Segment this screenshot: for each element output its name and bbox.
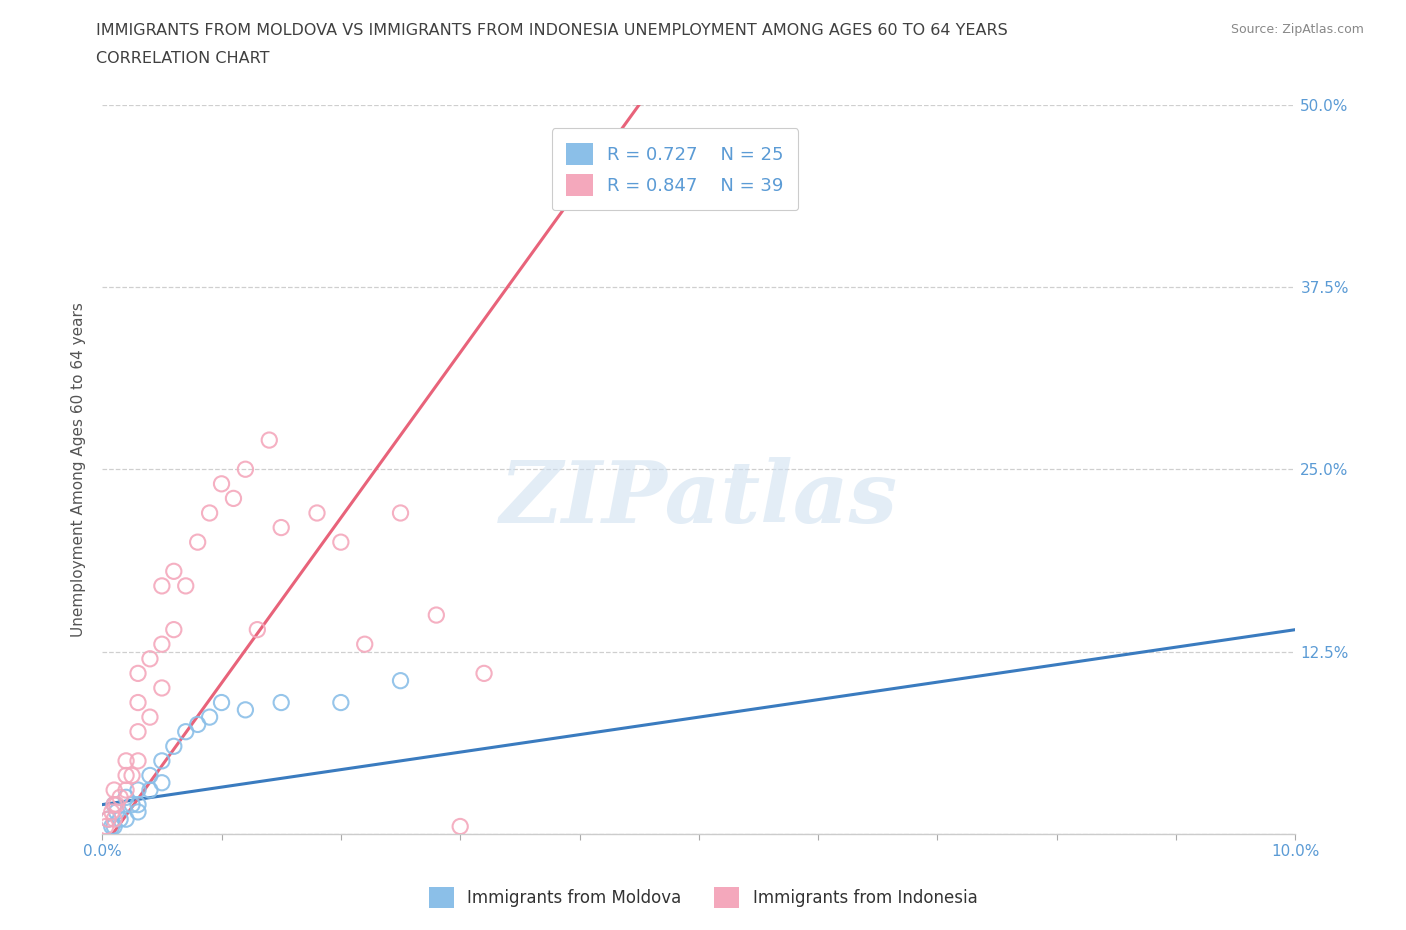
Point: [115, 812, 138, 827]
Point: [127, 695, 149, 710]
Point: [121, 768, 143, 783]
Point: [103, 797, 125, 812]
Point: [127, 804, 149, 819]
Point: [115, 783, 138, 798]
Point: [103, 783, 125, 798]
Point: [270, 520, 292, 535]
Point: [246, 622, 269, 637]
Legend: Immigrants from Moldova, Immigrants from Indonesia: Immigrants from Moldova, Immigrants from…: [422, 881, 984, 914]
Point: [97, 812, 120, 827]
Point: [139, 768, 162, 783]
Point: [329, 535, 352, 550]
Point: [97, 812, 120, 827]
Point: [108, 790, 131, 804]
Point: [127, 783, 149, 798]
Point: [103, 812, 125, 827]
Point: [259, 432, 281, 447]
Point: [305, 506, 328, 521]
Text: IMMIGRANTS FROM MOLDOVA VS IMMIGRANTS FROM INDONESIA UNEMPLOYMENT AMONG AGES 60 : IMMIGRANTS FROM MOLDOVA VS IMMIGRANTS FR…: [96, 23, 1007, 38]
Point: [222, 491, 245, 506]
Point: [127, 797, 149, 812]
Point: [121, 797, 143, 812]
Point: [211, 695, 233, 710]
Text: ZIPatlas: ZIPatlas: [499, 457, 898, 540]
Point: [100, 804, 122, 819]
Point: [235, 702, 257, 717]
Point: [198, 710, 221, 724]
Point: [353, 637, 375, 652]
Point: [115, 790, 138, 804]
Point: [389, 673, 412, 688]
Point: [139, 783, 162, 798]
Point: [198, 506, 221, 521]
Point: [105, 797, 128, 812]
Point: [150, 578, 173, 593]
Point: [174, 724, 197, 739]
Point: [163, 564, 186, 578]
Y-axis label: Unemployment Among Ages 60 to 64 years: Unemployment Among Ages 60 to 64 years: [72, 302, 86, 637]
Text: CORRELATION CHART: CORRELATION CHART: [96, 51, 269, 66]
Point: [449, 819, 471, 834]
Point: [472, 666, 495, 681]
Point: [108, 812, 131, 827]
Point: [103, 797, 125, 812]
Point: [103, 819, 125, 834]
Point: [150, 776, 173, 790]
Point: [115, 753, 138, 768]
Point: [150, 753, 173, 768]
Point: [389, 506, 412, 521]
Text: Source: ZipAtlas.com: Source: ZipAtlas.com: [1230, 23, 1364, 36]
Point: [174, 578, 197, 593]
Point: [139, 651, 162, 666]
Point: [127, 666, 149, 681]
Point: [329, 695, 352, 710]
Point: [187, 717, 209, 732]
Point: [100, 819, 122, 834]
Point: [163, 738, 186, 753]
Point: [187, 535, 209, 550]
Point: [270, 695, 292, 710]
Point: [127, 724, 149, 739]
Point: [211, 476, 233, 491]
Point: [115, 768, 138, 783]
Point: [425, 607, 447, 622]
Point: [127, 753, 149, 768]
Point: [94, 819, 117, 834]
Point: [150, 681, 173, 696]
Point: [139, 710, 162, 724]
Point: [150, 637, 173, 652]
Point: [163, 622, 186, 637]
Point: [235, 462, 257, 477]
Point: [105, 804, 128, 819]
Legend: R = 0.727    N = 25, R = 0.847    N = 39: R = 0.727 N = 25, R = 0.847 N = 39: [551, 128, 799, 210]
